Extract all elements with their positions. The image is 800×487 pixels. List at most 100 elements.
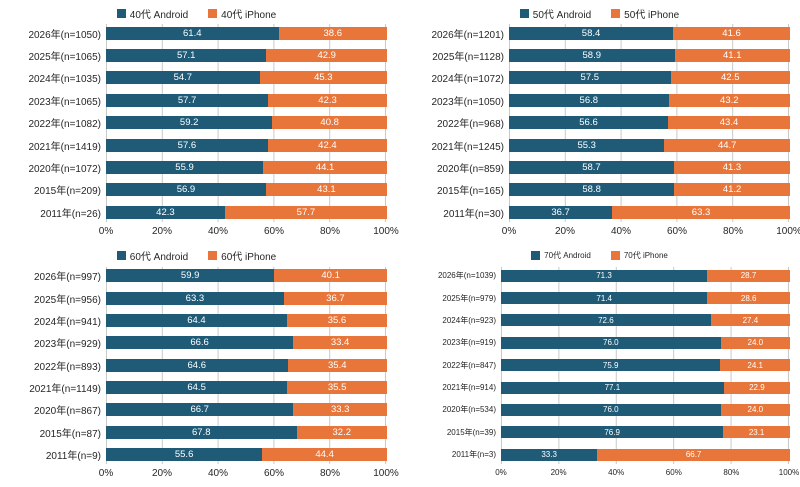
bar-row: 2011年(n=3) 33.3 66.7 — [409, 448, 790, 461]
stacked-bar: 57.5 42.5 — [509, 71, 790, 85]
bar-segment-iphone: 45.3 — [259, 71, 387, 85]
bar-segment-android: 57.6 — [106, 138, 268, 152]
bar-row: 2026年(n=997) 59.9 40.1 — [6, 268, 387, 283]
stacked-bar: 58.4 41.6 — [509, 26, 790, 40]
category-label: 2020年(n=859) — [437, 163, 504, 175]
category-label: 2020年(n=534) — [442, 405, 496, 415]
bar-segment-iphone: 28.7 — [707, 269, 790, 282]
bar-segment-iphone: 63.3 — [612, 205, 790, 219]
bar-segment-android: 59.9 — [106, 269, 275, 283]
iphone-legend-swatch — [208, 251, 218, 260]
category-label: 2021年(n=1245) — [431, 141, 504, 153]
axis-tick-label: 0% — [495, 468, 507, 477]
bar-segment-iphone: 66.7 — [597, 448, 790, 461]
category-label: 2011年(n=9) — [45, 451, 101, 463]
stacked-bar: 59.2 40.8 — [106, 116, 387, 130]
axis-tick-label: 40% — [207, 468, 229, 479]
bar-row: 2015年(n=39) 76.9 23.1 — [409, 426, 790, 439]
stacked-bar: 72.6 27.4 — [501, 314, 790, 327]
bar-segment-iphone: 36.7 — [283, 291, 387, 305]
legend-item: 50代 Android — [519, 6, 591, 21]
bar-segment-iphone: 24.0 — [720, 336, 790, 349]
stacked-bar: 75.9 24.1 — [501, 359, 790, 372]
bar-row: 2021年(n=1419) 57.6 42.4 — [6, 138, 387, 153]
category-label: 2015年(n=165) — [437, 186, 504, 198]
bar-segment-android: 66.6 — [106, 336, 294, 350]
stacked-bar: 55.9 44.1 — [106, 160, 387, 174]
bar-segment-iphone: 33.3 — [293, 403, 387, 417]
category-label: 2021年(n=914) — [442, 383, 496, 393]
legend-item: 70代 Android — [531, 250, 591, 261]
category-label: 2026年(n=1050) — [28, 29, 101, 41]
bar-segment-iphone: 35.4 — [287, 358, 387, 372]
axis-tick-label: 0% — [98, 225, 114, 237]
bar-segment-iphone: 42.5 — [670, 71, 790, 85]
stacked-bar: 57.7 42.3 — [106, 93, 387, 107]
legend-label: 40代 iPhone — [221, 9, 277, 21]
axis-tick-label: 100% — [373, 468, 399, 479]
axis-tick-label: 80% — [319, 225, 341, 237]
category-label: 2024年(n=1072) — [431, 74, 504, 86]
bar-segment-iphone: 40.8 — [272, 116, 387, 130]
axis-tick-label: 20% — [550, 468, 567, 477]
stacked-bar: 42.3 57.7 — [106, 205, 387, 219]
axis-tick-label: 60% — [665, 468, 682, 477]
bar-segment-android: 58.4 — [509, 26, 674, 40]
bar-segment-iphone: 24.1 — [720, 359, 790, 372]
bar-row: 2011年(n=9) 55.6 44.4 — [6, 447, 387, 462]
stacked-bar: 64.6 35.4 — [106, 358, 387, 372]
category-label: 2023年(n=1050) — [431, 96, 504, 108]
chart-50dai-android-iphone: 50代 Android 50代 iPhone 2026年(n=1201) 58.4 4… — [409, 4, 800, 239]
stacked-bar: 56.8 43.2 — [509, 93, 790, 107]
chart-legend: 50代 Android 50代 iPhone — [409, 4, 790, 22]
bar-segment-iphone: 35.5 — [287, 381, 387, 395]
bar-segment-iphone: 42.3 — [268, 93, 387, 107]
legend-item: 40代 Android — [116, 6, 189, 21]
axis-tick-label: 60% — [263, 225, 285, 237]
legend-item: 70代 iPhone — [610, 250, 668, 261]
bar-segment-iphone: 42.9 — [266, 49, 387, 63]
bar-row: 2022年(n=968) 56.6 43.4 — [409, 115, 790, 130]
axis-tick-label: 60% — [666, 225, 688, 237]
x-axis: 0% 20% 40% 60% 80% 100% — [99, 224, 399, 239]
bar-segment-iphone: 41.6 — [673, 26, 790, 40]
category-label: 2024年(n=923) — [442, 315, 496, 325]
stacked-bar: 55.3 44.7 — [509, 138, 790, 152]
bar-row: 2021年(n=1245) 55.3 44.7 — [409, 138, 790, 153]
bar-segment-android: 71.4 — [501, 292, 708, 305]
legend-label: 40代 Android — [129, 9, 189, 21]
bar-segment-iphone: 43.2 — [668, 93, 790, 107]
bar-segment-iphone: 35.6 — [286, 313, 387, 327]
bar-segment-android: 71.3 — [501, 269, 708, 282]
bar-segment-android: 55.3 — [509, 138, 665, 152]
bar-row: 2022年(n=893) 64.6 35.4 — [6, 358, 387, 373]
category-label: 2011年(n=26) — [40, 208, 101, 220]
bar-segment-android: 61.4 — [106, 26, 279, 40]
bar-segment-iphone: 44.7 — [664, 138, 790, 152]
bar-segment-android: 63.3 — [106, 291, 284, 305]
bar-rows: 2026年(n=1050) 61.4 38.6 2025年(n=1065) 57.1 42… — [6, 22, 387, 224]
bar-segment-android: 59.2 — [106, 116, 273, 130]
bar-row: 2020年(n=1072) 55.9 44.1 — [6, 160, 387, 175]
axis-tick-label: 20% — [554, 225, 576, 237]
bar-segment-iphone: 38.6 — [278, 26, 387, 40]
stacked-bar: 57.6 42.4 — [106, 138, 387, 152]
bar-segment-android: 77.1 — [501, 381, 724, 394]
chart-60dai-android-iphone: 60代 Android 60代 iPhone 2026年(n=997) 59.9 40… — [6, 247, 399, 482]
bar-row: 2023年(n=929) 66.6 33.4 — [6, 335, 387, 350]
bar-segment-iphone: 41.2 — [674, 183, 790, 197]
stacked-bar: 59.9 40.1 — [106, 269, 387, 283]
stacked-bar: 55.6 44.4 — [106, 448, 387, 462]
bar-segment-iphone: 23.1 — [723, 426, 790, 439]
bar-segment-android: 76.9 — [501, 426, 724, 439]
stacked-bar: 58.7 41.3 — [509, 160, 790, 174]
axis-tick-label: 60% — [263, 468, 285, 479]
category-label: 2022年(n=968) — [437, 119, 504, 131]
bar-row: 2025年(n=1065) 57.1 42.9 — [6, 48, 387, 63]
bar-segment-iphone: 41.3 — [673, 160, 790, 174]
bar-segment-android: 56.6 — [509, 116, 669, 130]
stacked-bar: 63.3 36.7 — [106, 291, 387, 305]
bar-segment-android: 75.9 — [501, 359, 721, 372]
bar-segment-android: 55.6 — [106, 448, 263, 462]
stacked-bar: 71.4 28.6 — [501, 292, 790, 305]
